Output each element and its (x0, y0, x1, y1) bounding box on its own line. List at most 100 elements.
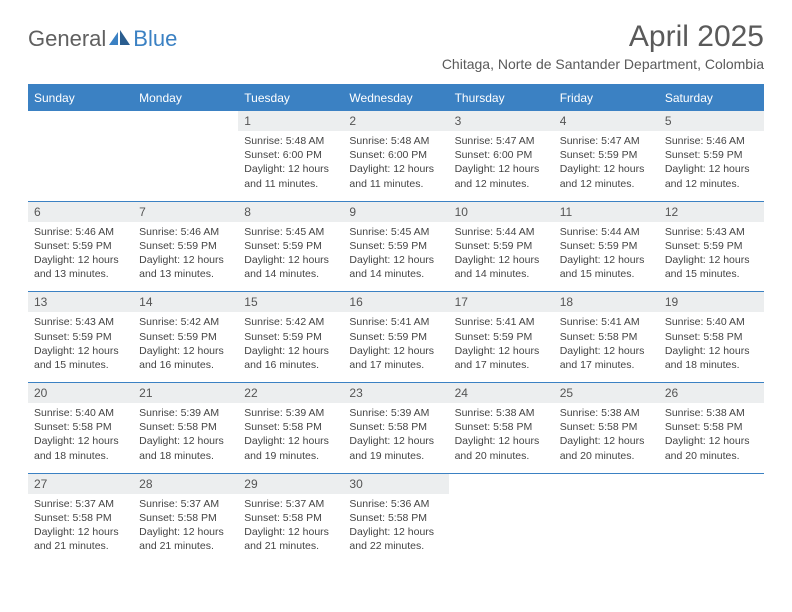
day-details: Sunrise: 5:38 AM Sunset: 5:58 PM Dayligh… (554, 403, 659, 473)
logo: General Blue (28, 26, 177, 52)
weekday-header: Friday (554, 86, 659, 110)
title-block: April 2025 Chitaga, Norte de Santander D… (442, 20, 764, 72)
day-details-row: Sunrise: 5:48 AM Sunset: 6:00 PM Dayligh… (28, 131, 764, 201)
day-number-row: 12345 (28, 111, 764, 131)
day-details (28, 131, 133, 201)
day-number-row: 20212223242526 (28, 383, 764, 403)
day-number: 4 (554, 111, 659, 131)
day-details: Sunrise: 5:45 AM Sunset: 5:59 PM Dayligh… (238, 222, 343, 292)
day-details (659, 494, 764, 564)
day-number: 28 (133, 474, 238, 494)
day-number: 6 (28, 202, 133, 222)
day-details: Sunrise: 5:48 AM Sunset: 6:00 PM Dayligh… (238, 131, 343, 201)
weekday-header: Sunday (28, 86, 133, 110)
weeks-container: 12345Sunrise: 5:48 AM Sunset: 6:00 PM Da… (28, 110, 764, 563)
weekday-header: Monday (133, 86, 238, 110)
day-number: 27 (28, 474, 133, 494)
week-block: 12345Sunrise: 5:48 AM Sunset: 6:00 PM Da… (28, 110, 764, 201)
header-row: General Blue April 2025 Chitaga, Norte d… (28, 20, 764, 72)
weekday-header: Tuesday (238, 86, 343, 110)
day-number: 14 (133, 292, 238, 312)
day-details: Sunrise: 5:37 AM Sunset: 5:58 PM Dayligh… (238, 494, 343, 564)
day-number (28, 111, 133, 131)
day-number: 15 (238, 292, 343, 312)
day-number: 10 (449, 202, 554, 222)
logo-text-blue: Blue (133, 26, 177, 52)
day-number: 24 (449, 383, 554, 403)
day-number: 23 (343, 383, 448, 403)
day-details: Sunrise: 5:46 AM Sunset: 5:59 PM Dayligh… (133, 222, 238, 292)
day-details-row: Sunrise: 5:46 AM Sunset: 5:59 PM Dayligh… (28, 222, 764, 292)
day-number: 25 (554, 383, 659, 403)
day-number-row: 27282930 (28, 474, 764, 494)
week-block: 6789101112Sunrise: 5:46 AM Sunset: 5:59 … (28, 201, 764, 292)
day-details: Sunrise: 5:45 AM Sunset: 5:59 PM Dayligh… (343, 222, 448, 292)
day-number: 17 (449, 292, 554, 312)
day-details: Sunrise: 5:41 AM Sunset: 5:58 PM Dayligh… (554, 312, 659, 382)
day-details: Sunrise: 5:40 AM Sunset: 5:58 PM Dayligh… (28, 403, 133, 473)
day-number: 2 (343, 111, 448, 131)
location-subtitle: Chitaga, Norte de Santander Department, … (442, 56, 764, 72)
day-details: Sunrise: 5:38 AM Sunset: 5:58 PM Dayligh… (659, 403, 764, 473)
day-details: Sunrise: 5:39 AM Sunset: 5:58 PM Dayligh… (238, 403, 343, 473)
day-number (133, 111, 238, 131)
day-number: 3 (449, 111, 554, 131)
day-details-row: Sunrise: 5:40 AM Sunset: 5:58 PM Dayligh… (28, 403, 764, 473)
day-details: Sunrise: 5:48 AM Sunset: 6:00 PM Dayligh… (343, 131, 448, 201)
weekday-header: Saturday (659, 86, 764, 110)
day-details: Sunrise: 5:37 AM Sunset: 5:58 PM Dayligh… (133, 494, 238, 564)
day-number (554, 474, 659, 494)
day-number: 13 (28, 292, 133, 312)
day-number: 9 (343, 202, 448, 222)
calendar-grid: Sunday Monday Tuesday Wednesday Thursday… (28, 84, 764, 563)
day-details: Sunrise: 5:41 AM Sunset: 5:59 PM Dayligh… (343, 312, 448, 382)
week-block: 20212223242526Sunrise: 5:40 AM Sunset: 5… (28, 382, 764, 473)
day-details: Sunrise: 5:38 AM Sunset: 5:58 PM Dayligh… (449, 403, 554, 473)
day-number: 8 (238, 202, 343, 222)
day-number: 7 (133, 202, 238, 222)
day-details: Sunrise: 5:41 AM Sunset: 5:59 PM Dayligh… (449, 312, 554, 382)
day-number: 30 (343, 474, 448, 494)
day-number: 26 (659, 383, 764, 403)
day-details-row: Sunrise: 5:37 AM Sunset: 5:58 PM Dayligh… (28, 494, 764, 564)
day-number: 20 (28, 383, 133, 403)
week-block: 13141516171819Sunrise: 5:43 AM Sunset: 5… (28, 291, 764, 382)
weekday-header-row: Sunday Monday Tuesday Wednesday Thursday… (28, 86, 764, 110)
page-title: April 2025 (442, 20, 764, 54)
day-number: 11 (554, 202, 659, 222)
day-number (449, 474, 554, 494)
day-details: Sunrise: 5:42 AM Sunset: 5:59 PM Dayligh… (238, 312, 343, 382)
day-number: 12 (659, 202, 764, 222)
logo-text-general: General (28, 26, 106, 52)
day-number-row: 13141516171819 (28, 292, 764, 312)
logo-sail-icon (109, 26, 131, 52)
day-details (554, 494, 659, 564)
day-details: Sunrise: 5:43 AM Sunset: 5:59 PM Dayligh… (28, 312, 133, 382)
day-details: Sunrise: 5:39 AM Sunset: 5:58 PM Dayligh… (343, 403, 448, 473)
day-details: Sunrise: 5:43 AM Sunset: 5:59 PM Dayligh… (659, 222, 764, 292)
day-details: Sunrise: 5:44 AM Sunset: 5:59 PM Dayligh… (554, 222, 659, 292)
weekday-header: Thursday (449, 86, 554, 110)
day-details: Sunrise: 5:46 AM Sunset: 5:59 PM Dayligh… (28, 222, 133, 292)
week-block: 27282930Sunrise: 5:37 AM Sunset: 5:58 PM… (28, 473, 764, 564)
day-number: 5 (659, 111, 764, 131)
day-number: 16 (343, 292, 448, 312)
day-details: Sunrise: 5:37 AM Sunset: 5:58 PM Dayligh… (28, 494, 133, 564)
day-number: 29 (238, 474, 343, 494)
day-number: 21 (133, 383, 238, 403)
day-details (133, 131, 238, 201)
calendar-page: General Blue April 2025 Chitaga, Norte d… (0, 0, 792, 583)
day-details: Sunrise: 5:47 AM Sunset: 5:59 PM Dayligh… (554, 131, 659, 201)
day-details: Sunrise: 5:39 AM Sunset: 5:58 PM Dayligh… (133, 403, 238, 473)
day-details: Sunrise: 5:46 AM Sunset: 5:59 PM Dayligh… (659, 131, 764, 201)
day-details (449, 494, 554, 564)
day-details-row: Sunrise: 5:43 AM Sunset: 5:59 PM Dayligh… (28, 312, 764, 382)
day-details: Sunrise: 5:47 AM Sunset: 6:00 PM Dayligh… (449, 131, 554, 201)
day-number: 22 (238, 383, 343, 403)
day-details: Sunrise: 5:42 AM Sunset: 5:59 PM Dayligh… (133, 312, 238, 382)
day-number: 1 (238, 111, 343, 131)
day-details: Sunrise: 5:44 AM Sunset: 5:59 PM Dayligh… (449, 222, 554, 292)
day-number-row: 6789101112 (28, 202, 764, 222)
day-number: 19 (659, 292, 764, 312)
day-details: Sunrise: 5:40 AM Sunset: 5:58 PM Dayligh… (659, 312, 764, 382)
